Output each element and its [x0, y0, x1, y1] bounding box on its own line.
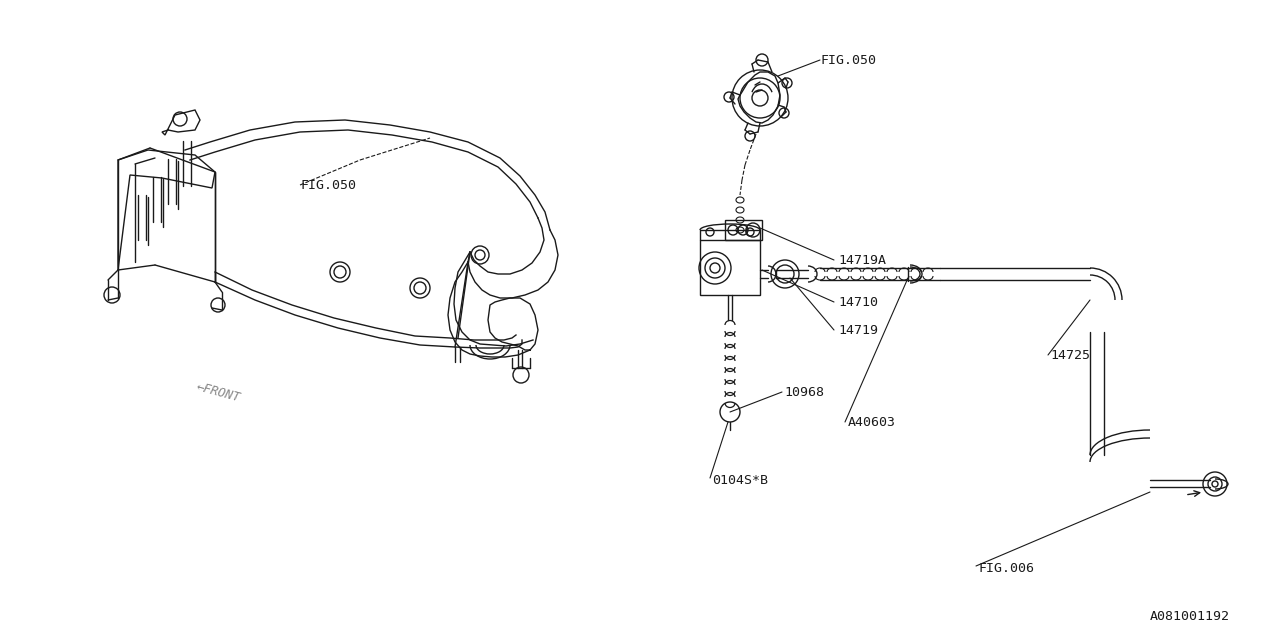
Text: 14725: 14725 [1050, 349, 1091, 362]
Text: A081001192: A081001192 [1149, 609, 1230, 623]
Text: 10968: 10968 [785, 385, 824, 399]
Text: 14710: 14710 [838, 296, 878, 308]
Text: 0104S*B: 0104S*B [712, 474, 768, 486]
Text: 14719: 14719 [838, 323, 878, 337]
Text: 14719A: 14719A [838, 253, 886, 266]
Text: A40603: A40603 [849, 415, 896, 429]
Text: FIG.050: FIG.050 [820, 54, 876, 67]
Text: FIG.050: FIG.050 [300, 179, 356, 191]
Text: ←FRONT: ←FRONT [195, 380, 242, 404]
Text: FIG.006: FIG.006 [978, 561, 1034, 575]
